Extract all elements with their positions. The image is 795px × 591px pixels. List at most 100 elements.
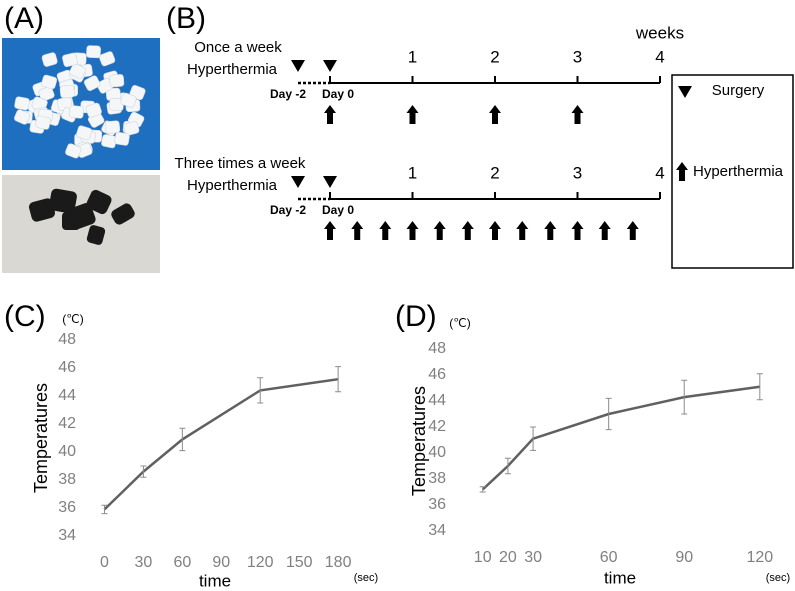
x-tick-label: 20 — [499, 549, 517, 566]
pellet — [85, 102, 102, 118]
week-label: 1 — [408, 47, 417, 66]
hyperthermia-arrow — [516, 221, 529, 240]
day-label: Day -2 — [270, 87, 306, 101]
week-label: 3 — [573, 163, 582, 182]
day-label: Day 0 — [322, 203, 354, 217]
legend-hyperthermia-icon — [676, 162, 688, 181]
x-tick-label: 30 — [524, 549, 542, 566]
pellets — [14, 45, 146, 159]
hyperthermia-arrow — [544, 221, 557, 240]
hyperthermia-arrow — [433, 221, 446, 240]
hyperthermia-arrow — [324, 105, 336, 124]
panel-label: (B) — [166, 2, 206, 35]
weeks-label: weeks — [635, 23, 684, 42]
x-axis-label: time — [604, 568, 636, 587]
pellet — [99, 51, 116, 67]
y-tick-label: 42 — [428, 418, 446, 435]
pellet — [109, 74, 125, 88]
y-tick-label: 42 — [58, 415, 76, 432]
pellets — [28, 188, 135, 245]
y-tick-label: 44 — [428, 392, 446, 409]
error-bar — [530, 426, 537, 451]
x-tick-label: 120 — [247, 554, 274, 571]
x-tick-label: 0 — [100, 554, 109, 571]
x-tick-label: 90 — [675, 549, 693, 566]
y-unit: (℃) — [62, 312, 83, 326]
line — [103, 377, 339, 511]
error-bar — [101, 504, 108, 515]
pellet — [120, 92, 137, 108]
hyperthermia-arrow — [598, 221, 611, 240]
hyperthermia-arrow — [406, 105, 419, 124]
pellet — [65, 143, 82, 159]
week-label: 2 — [490, 47, 499, 66]
pellet — [62, 52, 78, 68]
surgery-marker — [291, 176, 305, 188]
day-label: Day -2 — [270, 203, 306, 217]
y-tick-label: 46 — [428, 366, 446, 383]
error-bar — [681, 379, 688, 415]
error-bar — [504, 457, 511, 475]
pellet — [35, 115, 51, 130]
panel-label: (D) — [395, 300, 437, 333]
surgery-marker — [323, 60, 337, 72]
error-bar — [335, 366, 342, 393]
pellet — [114, 131, 130, 146]
y-unit: (℃) — [449, 316, 470, 330]
week-label: 1 — [408, 163, 417, 182]
legend-text: Surgery — [712, 82, 765, 99]
pellet — [86, 45, 101, 59]
hyperthermia-arrow — [489, 105, 501, 124]
y-tick-label: 38 — [58, 471, 76, 488]
hyperthermia-arrow — [379, 221, 392, 240]
y-tick-label: 34 — [58, 527, 76, 544]
x-tick-label: 10 — [474, 549, 492, 566]
y-tick-label: 40 — [428, 444, 446, 461]
y-tick-label: 46 — [58, 359, 76, 376]
panel-label: (A) — [4, 2, 44, 35]
row-title: Three times a week — [175, 155, 306, 172]
row-title: Hyperthermia — [187, 61, 278, 78]
line — [481, 385, 760, 491]
pellet — [83, 75, 101, 91]
hyperthermia-arrow — [571, 221, 584, 240]
pellet — [105, 120, 121, 134]
x-tick-label: 120 — [746, 549, 773, 566]
hyperthermia-arrow — [324, 221, 336, 240]
pellet — [108, 97, 124, 112]
y-axis-label: Temperatures — [409, 386, 429, 496]
pellet — [69, 63, 86, 79]
day-label: Day 0 — [322, 87, 354, 101]
y-tick-label: 38 — [428, 470, 446, 487]
pellet — [14, 109, 31, 125]
error-bar — [140, 465, 147, 478]
y-tick-label: 36 — [428, 496, 446, 513]
surgery-marker — [323, 176, 337, 188]
legend-text: Hyperthermia — [693, 163, 784, 180]
y-axis-label: Temperatures — [31, 383, 51, 493]
pellet — [59, 84, 75, 99]
row-title: Hyperthermia — [187, 177, 278, 194]
surgery-marker — [291, 60, 305, 72]
x-tick-label: 30 — [135, 554, 153, 571]
pellet — [123, 121, 140, 136]
y-tick-label: 44 — [58, 387, 76, 404]
week-label: 4 — [655, 163, 664, 182]
legend-surgery-icon — [678, 86, 692, 98]
error-bar — [257, 377, 264, 404]
x-tick-label: 150 — [286, 554, 313, 571]
hyperthermia-arrow — [571, 105, 584, 124]
hyperthermia-arrow — [351, 221, 364, 240]
y-tick-label: 40 — [58, 443, 76, 460]
panel-label: (C) — [4, 300, 46, 333]
week-label: 2 — [490, 163, 499, 182]
hyperthermia-arrow — [461, 221, 474, 240]
y-tick-label: 36 — [58, 499, 76, 516]
pellet — [41, 52, 58, 67]
pellet — [14, 96, 30, 111]
y-tick-label: 48 — [58, 331, 76, 348]
x-tick-label: 90 — [212, 554, 230, 571]
x-tick-label: 60 — [173, 554, 191, 571]
hyperthermia-arrow — [626, 221, 639, 240]
legend-box — [671, 74, 794, 269]
